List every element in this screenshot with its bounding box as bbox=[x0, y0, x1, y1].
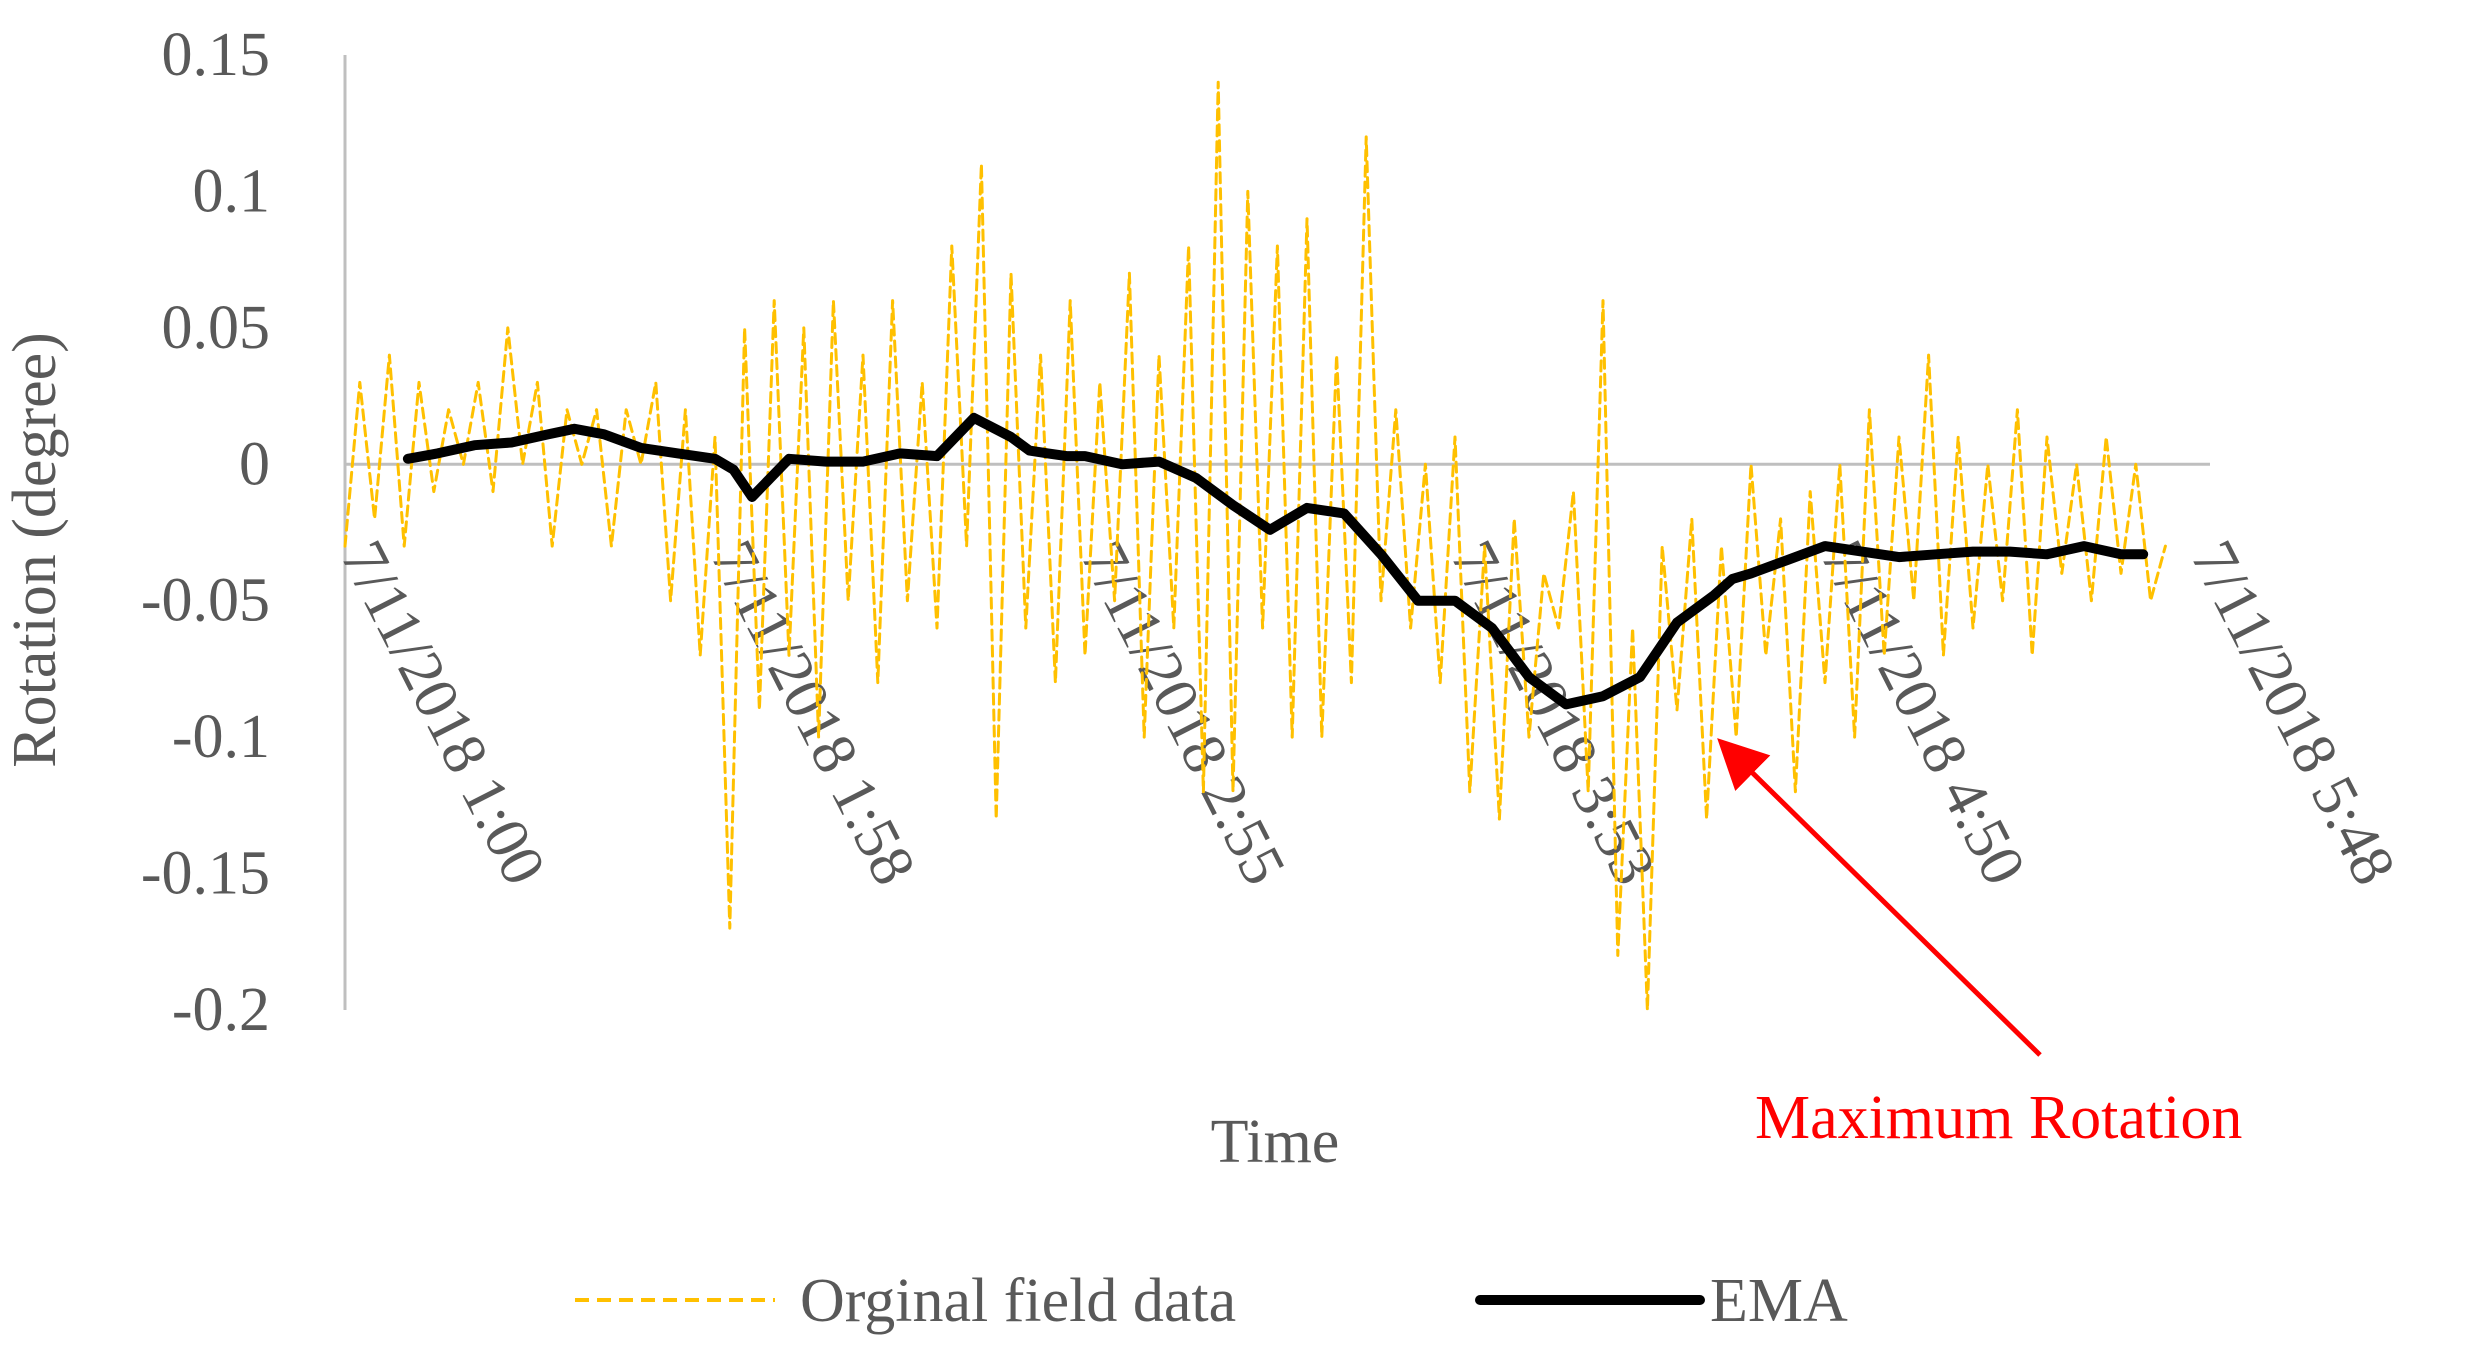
legend: Orginal field data EMA bbox=[575, 1267, 1848, 1335]
annotation-arrow bbox=[1717, 738, 2042, 1057]
x-tick-label: 7/11/2018 3:53 bbox=[1438, 530, 1669, 895]
x-tick-label: 7/11/2018 1:00 bbox=[328, 530, 559, 895]
y-tick-label: 0.1 bbox=[193, 157, 271, 225]
x-tick-labels: 7/11/2018 1:00 7/11/2018 1:58 7/11/2018 2:… bbox=[328, 530, 2409, 895]
y-tick-label: -0.05 bbox=[141, 567, 270, 635]
y-tick-label: 0.05 bbox=[162, 294, 271, 362]
ema-line bbox=[402, 412, 2149, 710]
y-tick-labels: 0.15 0.1 0.05 0 -0.05 -0.1 -0.15 -0.2 bbox=[141, 21, 270, 1044]
annotation-label: Maximum Rotation bbox=[1755, 1084, 2242, 1152]
annotation: Maximum Rotation bbox=[1717, 738, 2242, 1152]
y-axis-title: Rotation (degree) bbox=[1, 332, 69, 768]
y-tick-label: -0.2 bbox=[172, 976, 270, 1044]
legend-label-original-data: Orginal field data bbox=[800, 1267, 1236, 1335]
x-axis-title: Time bbox=[1211, 1108, 1340, 1176]
data-series bbox=[343, 80, 2167, 1012]
original-data-line bbox=[343, 80, 2167, 1012]
x-tick-label: 7/11/2018 5:48 bbox=[2178, 530, 2409, 895]
legend-label-ema: EMA bbox=[1710, 1267, 1848, 1335]
y-tick-label: -0.1 bbox=[172, 703, 270, 771]
y-tick-label: -0.15 bbox=[141, 840, 270, 908]
y-tick-label: 0.15 bbox=[162, 21, 271, 89]
y-tick-label: 0 bbox=[239, 430, 270, 498]
